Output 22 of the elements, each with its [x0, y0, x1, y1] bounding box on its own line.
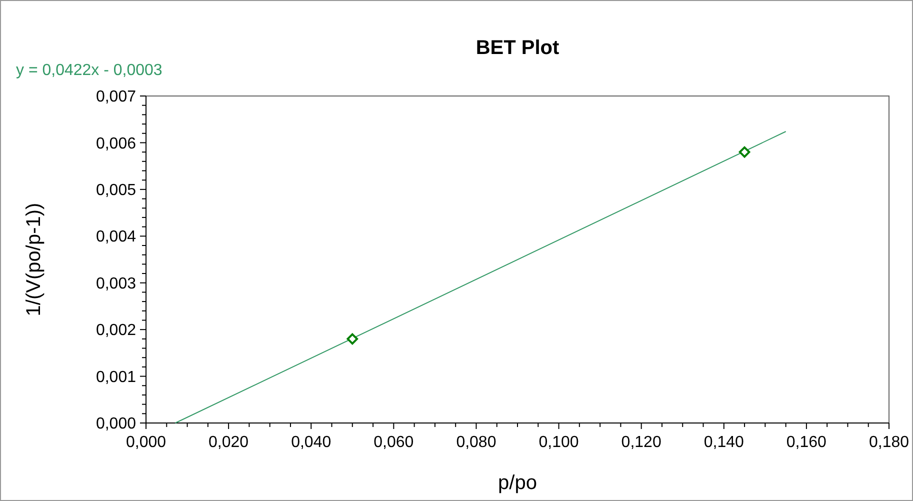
text: y = 0,0422x - 0,0003	[16, 62, 162, 79]
x-tick-label: 0,080	[456, 434, 496, 451]
x-tick-label: 0,000	[126, 434, 166, 451]
x-tick-label: 0,160	[786, 434, 827, 451]
x-tick-label: 0,140	[704, 434, 744, 451]
y-tick-label: 0,003	[96, 275, 136, 292]
x-tick-label: 0,100	[538, 434, 579, 451]
y-tick-label: 0,006	[96, 135, 136, 152]
chart-title: BET Plot	[476, 37, 560, 59]
y-tick-label: 0,005	[96, 182, 136, 200]
x-tick-label: 0,060	[374, 434, 414, 451]
x-tick-label: 0,120	[621, 434, 662, 451]
y-tick-label: 0,000	[96, 416, 136, 433]
y-tick-label: 0,007	[96, 88, 136, 106]
y-tick-label: 0,001	[96, 368, 136, 386]
x-tick-label: 0,180	[868, 434, 910, 451]
y-axis-title: 1/(V(po/p-1))	[23, 202, 45, 316]
x-tick-label: 0,040	[291, 434, 332, 451]
x-tick-label: 0,020	[208, 434, 249, 451]
y-tick-label: 0,002	[96, 322, 136, 340]
y-tick-label: 0,004	[96, 228, 136, 246]
x-axis-title: p/po	[498, 472, 537, 494]
